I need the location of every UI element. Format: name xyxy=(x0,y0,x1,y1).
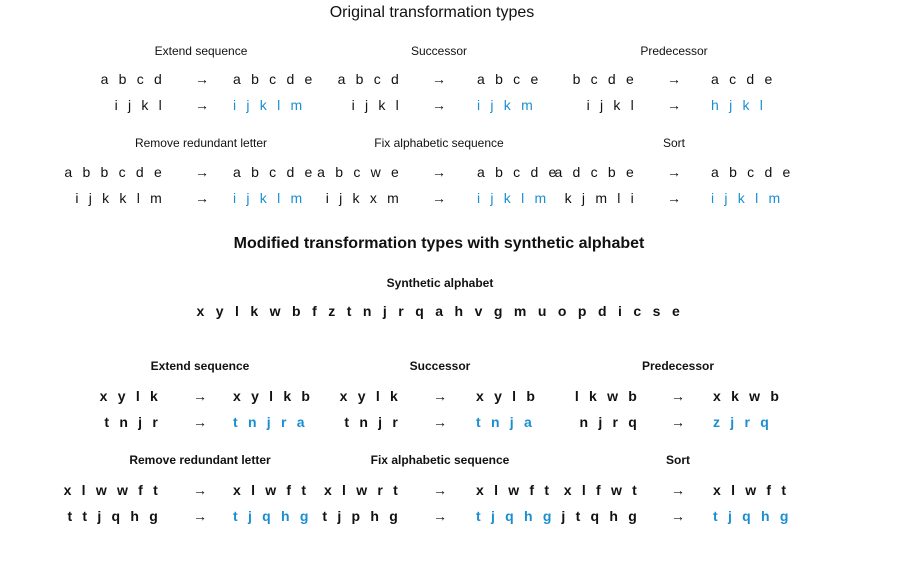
group-label: Predecessor xyxy=(641,359,715,373)
group-label: Predecessor xyxy=(640,44,708,58)
arrow-icon: → xyxy=(432,97,446,113)
target-sequence: x y l b xyxy=(476,388,539,404)
answer-sequence: t n j a xyxy=(476,414,535,430)
arrow-icon: → xyxy=(195,190,209,206)
arrow-icon: → xyxy=(195,164,209,180)
arrow-icon: → xyxy=(667,97,681,113)
target-sequence: a c d e xyxy=(711,71,776,87)
arrow-icon: → xyxy=(671,508,685,524)
arrow-icon: → xyxy=(193,482,207,498)
group-label: Sort xyxy=(662,136,686,150)
answer-sequence: i j k l m xyxy=(233,97,306,113)
arrow-icon: → xyxy=(195,71,209,87)
synthetic-alphabet-label: Synthetic alphabet xyxy=(386,276,494,290)
source-sequence: t t j q h g xyxy=(67,508,161,524)
arrow-icon: → xyxy=(193,414,207,430)
target-sequence: x y l k b xyxy=(233,388,314,404)
source-sequence: a b b c d e xyxy=(64,164,165,180)
target-sequence: x l w f t xyxy=(233,482,310,498)
target-sequence: a b c e xyxy=(477,71,542,87)
target-sequence: a b c d e xyxy=(711,164,794,180)
answer-sequence: t j q h g xyxy=(233,508,312,524)
source-sequence: a d c b e xyxy=(554,164,637,180)
source-sequence: x l w r t xyxy=(323,482,401,498)
source-sequence: i j k l xyxy=(586,97,637,113)
original-title: Original transformation types xyxy=(329,4,535,21)
source-sequence: a b c d xyxy=(337,71,402,87)
arrow-icon: → xyxy=(671,388,685,404)
source-sequence: i j k l xyxy=(351,97,402,113)
answer-sequence: i j k l m xyxy=(233,190,306,206)
synthetic-alphabet-sequence: x y l k w b f z t n j r q a h v g m u o … xyxy=(196,303,684,319)
arrow-icon: → xyxy=(432,190,446,206)
arrow-icon: → xyxy=(193,388,207,404)
answer-sequence: i j k m xyxy=(477,97,536,113)
source-sequence: t n j r xyxy=(344,414,401,430)
group-label: Remove redundant letter xyxy=(129,453,271,467)
group-label: Successor xyxy=(410,44,468,58)
source-sequence: j t q h g xyxy=(561,508,640,524)
target-sequence: a b c d e xyxy=(477,164,560,180)
answer-sequence: i j k l m xyxy=(711,190,784,206)
source-sequence: t n j r xyxy=(104,414,161,430)
answer-sequence: i j k l m xyxy=(477,190,550,206)
arrow-icon: → xyxy=(433,388,447,404)
arrow-icon: → xyxy=(671,414,685,430)
source-sequence: i j k x m xyxy=(325,190,402,206)
group-label: Fix alphabetic sequence xyxy=(370,453,510,467)
target-sequence: x k w b xyxy=(713,388,783,404)
answer-sequence: t j q h g xyxy=(713,508,792,524)
answer-sequence: h j k l xyxy=(711,97,767,113)
source-sequence: t j p h g xyxy=(322,508,401,524)
arrow-icon: → xyxy=(433,482,447,498)
arrow-icon: → xyxy=(195,97,209,113)
arrow-icon: → xyxy=(671,482,685,498)
target-sequence: a b c d e xyxy=(233,71,316,87)
source-sequence: i j k k l m xyxy=(75,190,165,206)
answer-sequence: t n j r a xyxy=(233,414,308,430)
group-label: Successor xyxy=(409,359,471,373)
arrow-icon: → xyxy=(433,414,447,430)
arrow-icon: → xyxy=(667,71,681,87)
arrow-icon: → xyxy=(433,508,447,524)
target-sequence: x l w f t xyxy=(476,482,553,498)
source-sequence: n j r q xyxy=(579,414,640,430)
group-label: Extend sequence xyxy=(150,359,250,373)
modified-title: Modified transformation types with synth… xyxy=(233,235,645,252)
group-label: Sort xyxy=(666,453,690,467)
group-label: Fix alphabetic sequence xyxy=(374,136,504,150)
target-sequence: x l w f t xyxy=(713,482,790,498)
source-sequence: x y l k xyxy=(99,388,161,404)
source-sequence: a b c d xyxy=(100,71,165,87)
source-sequence: x y l k xyxy=(339,388,401,404)
target-sequence: a b c d e xyxy=(233,164,316,180)
group-label: Remove redundant letter xyxy=(134,136,268,150)
source-sequence: x l w w f t xyxy=(63,482,161,498)
source-sequence: a b c w e xyxy=(317,164,402,180)
group-label: Extend sequence xyxy=(154,44,248,58)
answer-sequence: z j r q xyxy=(713,414,772,430)
arrow-icon: → xyxy=(667,164,681,180)
source-sequence: i j k l xyxy=(114,97,165,113)
source-sequence: x l f w t xyxy=(563,482,640,498)
answer-sequence: t j q h g xyxy=(476,508,555,524)
source-sequence: l k w b xyxy=(574,388,640,404)
source-sequence: k j m l i xyxy=(564,190,637,206)
arrow-icon: → xyxy=(432,71,446,87)
arrow-icon: → xyxy=(193,508,207,524)
arrow-icon: → xyxy=(432,164,446,180)
source-sequence: b c d e xyxy=(572,71,637,87)
arrow-icon: → xyxy=(667,190,681,206)
